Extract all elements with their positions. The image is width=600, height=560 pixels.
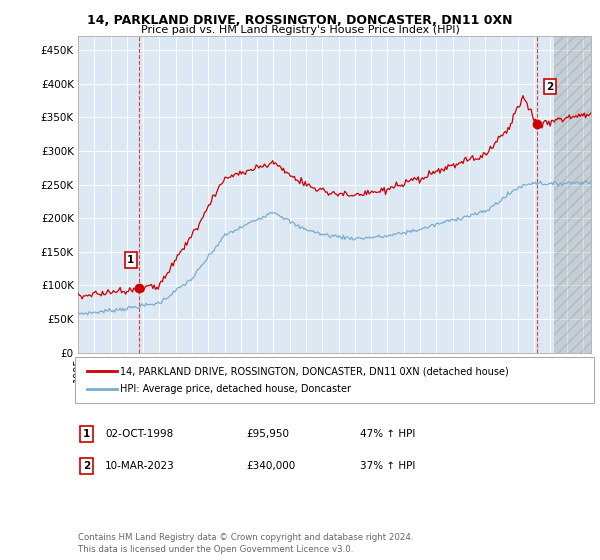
Text: 14, PARKLAND DRIVE, ROSSINGTON, DONCASTER, DN11 0XN (detached house): 14, PARKLAND DRIVE, ROSSINGTON, DONCASTE…	[120, 366, 509, 376]
Text: 47% ↑ HPI: 47% ↑ HPI	[360, 429, 415, 439]
Text: £95,950: £95,950	[246, 429, 289, 439]
Text: 2: 2	[547, 82, 554, 92]
Text: Price paid vs. HM Land Registry's House Price Index (HPI): Price paid vs. HM Land Registry's House …	[140, 25, 460, 35]
Text: £340,000: £340,000	[246, 461, 295, 471]
Text: 02-OCT-1998: 02-OCT-1998	[105, 429, 173, 439]
Bar	[554, 36, 591, 353]
Text: HPI: Average price, detached house, Doncaster: HPI: Average price, detached house, Donc…	[120, 384, 351, 394]
Text: 14, PARKLAND DRIVE, ROSSINGTON, DONCASTER, DN11 0XN: 14, PARKLAND DRIVE, ROSSINGTON, DONCASTE…	[87, 14, 513, 27]
Text: 10-MAR-2023: 10-MAR-2023	[105, 461, 175, 471]
Text: 1: 1	[127, 255, 134, 265]
Text: 1: 1	[83, 429, 90, 439]
Text: 37% ↑ HPI: 37% ↑ HPI	[360, 461, 415, 471]
Text: Contains HM Land Registry data © Crown copyright and database right 2024.
This d: Contains HM Land Registry data © Crown c…	[78, 533, 413, 554]
Text: 2: 2	[83, 461, 90, 471]
